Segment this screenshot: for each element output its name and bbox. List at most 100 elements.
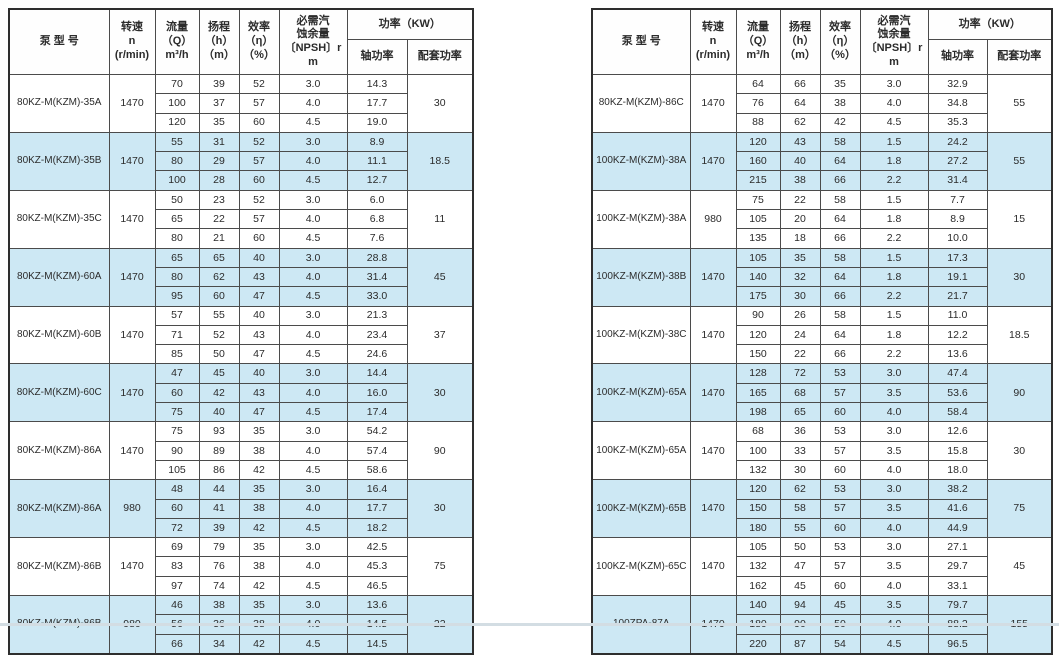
npsh-cell: 3.0 <box>278 131 348 153</box>
head-cell: 62 <box>779 112 821 133</box>
flow-cell: 66 <box>154 633 200 655</box>
efficiency-cell: 43 <box>238 382 280 404</box>
shaft-power-cell: 13.6 <box>927 344 988 365</box>
table-row: 80KZ-M(KZM)-35B 1470 55 31 52 3.0 8.9 18.5 <box>8 131 474 191</box>
flow-cell: 80 <box>154 151 200 172</box>
flow-cell: 55 <box>154 131 200 153</box>
head-cell: 26 <box>779 305 821 326</box>
npsh-cell: 4.0 <box>278 266 348 288</box>
pump-spec-table-right: 泵 型 号 转速 n (r/min) 流量 （Q） m³/h 扬程 （h） （m… <box>591 8 1054 655</box>
shaft-power-cell: 34.8 <box>927 93 988 114</box>
model-cell: 100KZ-M(KZM)-65A <box>591 421 691 481</box>
npsh-cell: 4.0 <box>859 517 929 539</box>
npsh-cell: 4.0 <box>859 402 929 423</box>
efficiency-cell: 58 <box>819 189 861 211</box>
shaft-power-cell: 45.3 <box>346 556 408 577</box>
model-cell: 80KZ-M(KZM)-86B <box>8 537 110 597</box>
npsh-cell: 1.8 <box>859 266 929 288</box>
head-cell: 32 <box>779 266 821 288</box>
efficiency-cell: 54 <box>819 633 861 655</box>
flow-cell: 65 <box>154 209 200 230</box>
head-cell: 72 <box>779 363 821 384</box>
efficiency-cell: 66 <box>819 286 861 307</box>
head-cell: 86 <box>198 459 240 481</box>
shaft-power-cell: 44.9 <box>927 517 988 539</box>
col-header-matched-power: 配套功率 <box>406 39 474 75</box>
col-header-head: 扬程 （h） （m） <box>779 8 821 75</box>
npsh-cell: 3.0 <box>859 537 929 558</box>
head-cell: 43 <box>779 131 821 153</box>
head-cell: 89 <box>198 440 240 461</box>
head-cell: 28 <box>198 170 240 191</box>
efficiency-cell: 47 <box>238 344 280 365</box>
npsh-cell: 4.5 <box>278 633 348 655</box>
col-header-power-group: 功率（KW） <box>927 8 1053 40</box>
npsh-cell: 3.5 <box>859 382 929 404</box>
efficiency-cell: 53 <box>819 479 861 500</box>
npsh-cell: 3.5 <box>859 440 929 461</box>
flow-cell: 105 <box>154 459 200 481</box>
shaft-power-cell: 16.0 <box>346 382 408 404</box>
table-row: 100KZ-M(KZM)-38B 1470 105 35 58 1.5 17.3 30 <box>591 247 1053 307</box>
col-header-shaft-power: 轴功率 <box>927 39 988 75</box>
head-cell: 52 <box>198 324 240 346</box>
npsh-cell: 4.5 <box>859 112 929 133</box>
flow-cell: 162 <box>735 575 781 597</box>
efficiency-cell: 64 <box>819 266 861 288</box>
flow-cell: 72 <box>154 517 200 539</box>
flow-cell: 75 <box>735 189 781 211</box>
head-cell: 30 <box>779 286 821 307</box>
shaft-power-cell: 33.0 <box>346 286 408 307</box>
efficiency-cell: 45 <box>819 595 861 616</box>
flow-cell: 60 <box>154 382 200 404</box>
model-cell: 80KZ-M(KZM)-86A <box>8 421 110 481</box>
flow-cell: 140 <box>735 595 781 616</box>
flow-cell: 64 <box>735 73 781 95</box>
table-row: 100KZ-M(KZM)-65A 1470 68 36 53 3.0 12.6 30 <box>591 421 1053 481</box>
matched-power-cell: 45 <box>986 537 1053 597</box>
flow-cell: 160 <box>735 151 781 172</box>
npsh-cell: 4.5 <box>278 170 348 191</box>
model-cell: 100KZ-M(KZM)-38A <box>591 189 691 249</box>
flow-cell: 100 <box>735 440 781 461</box>
flow-cell: 132 <box>735 556 781 577</box>
table-row: 100KZ-M(KZM)-38C 1470 90 26 58 1.5 11.0 18.5 <box>591 305 1053 365</box>
shaft-power-cell: 33.1 <box>927 575 988 597</box>
col-header-npsh: 必需汽 蚀余量 〔NPSH〕r m <box>278 8 348 75</box>
speed-cell: 1470 <box>108 305 156 365</box>
efficiency-cell: 42 <box>238 459 280 481</box>
head-cell: 21 <box>198 228 240 249</box>
flow-cell: 83 <box>154 556 200 577</box>
matched-power-cell: 90 <box>986 363 1053 423</box>
efficiency-cell: 53 <box>819 421 861 442</box>
speed-cell: 1470 <box>108 537 156 597</box>
col-header-flow: 流量 （Q） m³/h <box>735 8 781 75</box>
page: 泵 型 号 转速 n (r/min) 流量 （Q） m³/h 扬程 （h） （m… <box>0 8 1059 655</box>
efficiency-cell: 60 <box>819 402 861 423</box>
npsh-cell: 4.5 <box>278 112 348 133</box>
shaft-power-cell: 57.4 <box>346 440 408 461</box>
shaft-power-cell: 38.2 <box>927 479 988 500</box>
shaft-power-cell: 14.5 <box>346 633 408 655</box>
efficiency-cell: 38 <box>238 556 280 577</box>
col-header-flow: 流量 （Q） m³/h <box>154 8 200 75</box>
shaft-power-cell: 17.3 <box>927 247 988 268</box>
table-row: 100 33 57 3.5 15.8 <box>592 440 1053 461</box>
shaft-power-cell: 6.8 <box>346 209 408 230</box>
shaft-power-cell: 35.3 <box>927 112 988 133</box>
shaft-power-cell: 46.5 <box>346 575 408 597</box>
efficiency-cell: 40 <box>238 247 280 268</box>
npsh-cell: 3.0 <box>278 189 348 211</box>
head-cell: 37 <box>198 93 240 114</box>
shaft-power-cell: 14.4 <box>346 363 408 384</box>
npsh-cell: 4.5 <box>278 459 348 481</box>
head-cell: 79 <box>198 537 240 558</box>
model-cell: 100KZ-M(KZM)-38C <box>591 305 691 365</box>
efficiency-cell: 47 <box>238 402 280 423</box>
efficiency-cell: 64 <box>819 151 861 172</box>
col-header-efficiency: 效率 （η） （%） <box>238 8 280 75</box>
efficiency-cell: 42 <box>238 517 280 539</box>
npsh-cell: 1.5 <box>859 247 929 268</box>
flow-cell: 198 <box>735 402 781 423</box>
flow-cell: 165 <box>735 382 781 404</box>
